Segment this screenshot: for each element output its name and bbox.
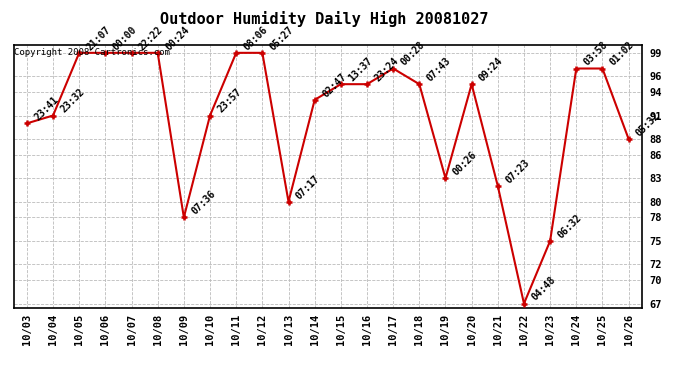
Text: 21:07: 21:07 [85,24,112,52]
Text: 09:24: 09:24 [477,56,505,83]
Text: Outdoor Humidity Daily High 20081027: Outdoor Humidity Daily High 20081027 [160,11,489,27]
Text: 04:48: 04:48 [529,275,558,303]
Text: 23:32: 23:32 [59,87,86,115]
Text: 00:00: 00:00 [111,24,139,52]
Text: 00:26: 00:26 [451,150,479,177]
Text: 07:43: 07:43 [425,56,453,83]
Text: 08:06: 08:06 [241,24,270,52]
Text: 07:36: 07:36 [190,189,217,217]
Text: 00:24: 00:24 [164,24,191,52]
Text: 22:22: 22:22 [137,24,165,52]
Text: 02:47: 02:47 [320,71,348,99]
Text: Copyright 2008 Cartronics.com: Copyright 2008 Cartronics.com [14,48,170,57]
Text: 05:32: 05:32 [634,110,662,138]
Text: 01:02: 01:02 [608,40,636,68]
Text: 00:28: 00:28 [399,40,426,68]
Text: 06:32: 06:32 [555,212,584,240]
Text: 23:24: 23:24 [373,56,400,83]
Text: 13:37: 13:37 [346,56,374,83]
Text: 07:17: 07:17 [294,173,322,201]
Text: 07:23: 07:23 [504,158,531,185]
Text: 23:57: 23:57 [215,87,244,115]
Text: 03:58: 03:58 [582,40,610,68]
Text: 05:27: 05:27 [268,24,296,52]
Text: 23:41: 23:41 [32,95,60,123]
